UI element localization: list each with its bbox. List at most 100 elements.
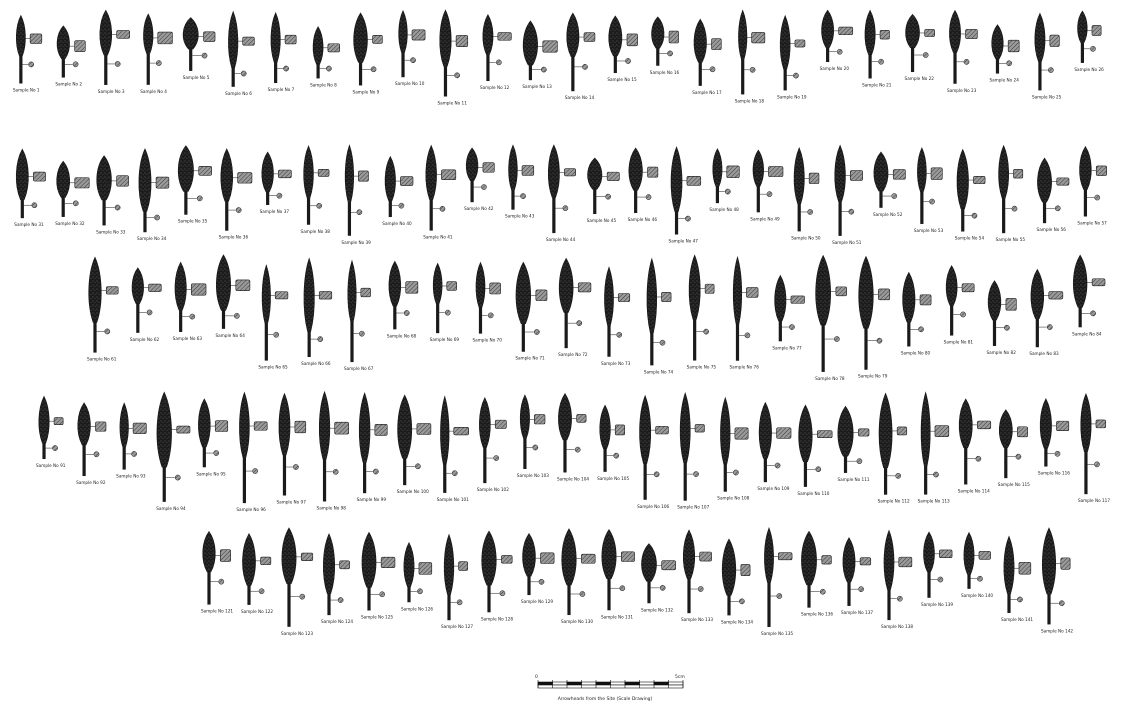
arrowhead-drawing: Sample No 128 — [481, 530, 513, 621]
artifact-label: Sample No 53 — [914, 228, 944, 233]
artifact-label: Sample No 104 — [557, 476, 589, 481]
arrowhead-drawing: Sample No 40 — [382, 155, 414, 226]
scale-end-label: 5cm — [675, 675, 685, 680]
arrowhead-drawing: Sample No 100 — [397, 394, 432, 494]
artifact-label: Sample No 96 — [236, 507, 266, 512]
artifact-label: Sample No 9 — [353, 89, 380, 94]
arrowhead-drawing: Sample No 77 — [772, 274, 805, 350]
artifact-label: Sample No 66 — [301, 361, 331, 366]
artifact-label: Sample No 114 — [958, 488, 990, 493]
artifact-label: Sample No 45 — [587, 218, 617, 223]
arrowhead-drawing: Sample No 10 — [395, 10, 426, 86]
artifact-label: Sample No 4 — [140, 89, 167, 94]
arrowhead-drawing: Sample No 140 — [961, 531, 993, 598]
artifact-label: Sample No 129 — [521, 599, 553, 604]
artifact-label: Sample No 17 — [692, 90, 722, 95]
arrowhead-drawing: Sample No 53 — [914, 147, 944, 233]
artifact-label: Sample No 19 — [777, 94, 807, 99]
arrowhead-drawing: Sample No 76 — [729, 255, 759, 370]
artifact-label: Sample No 68 — [387, 333, 417, 338]
artifact-label: Sample No 123 — [281, 631, 313, 636]
artifact-label: Sample No 41 — [423, 235, 453, 240]
artifact-label: Sample No 125 — [361, 615, 393, 620]
arrowhead-drawing: Sample No 41 — [423, 144, 457, 240]
arrowhead-drawing: Sample No 94 — [156, 391, 191, 511]
arrowhead-drawing: Sample No 121 — [201, 530, 233, 614]
artifact-label: Sample No 108 — [717, 496, 749, 501]
arrowhead-drawing: Sample No 91 — [36, 395, 66, 468]
arrowhead-drawing: Sample No 114 — [958, 398, 992, 493]
artifact-label: Sample No 98 — [317, 505, 347, 510]
arrowhead-drawing: Sample No 13 — [522, 20, 558, 89]
artifact-label: Sample No 95 — [196, 471, 226, 476]
artifact-label: Sample No 122 — [241, 609, 273, 614]
artifact-label: Sample No 13 — [522, 84, 552, 89]
artifact-label: Sample No 31 — [14, 222, 44, 227]
artifact-label: Sample No 39 — [341, 240, 371, 245]
arrowhead-drawing: Sample No 102 — [477, 397, 509, 492]
artifact-label: Sample No 83 — [1029, 351, 1059, 356]
artifact-label: Sample No 127 — [441, 624, 473, 629]
artifact-label: Sample No 135 — [761, 631, 793, 636]
arrowhead-drawing: Sample No 64 — [215, 254, 251, 338]
artifact-label: Sample No 15 — [607, 77, 637, 82]
arrowhead-drawing: Sample No 78 — [815, 254, 847, 381]
artifact-label: Sample No 35 — [178, 219, 208, 224]
artifact-label: Sample No 23 — [947, 88, 977, 93]
arrowhead-drawing: Sample No 4 — [140, 13, 173, 94]
arrowhead-drawing: Sample No 111 — [838, 405, 870, 482]
arrowhead-drawing: Sample No 56 — [1037, 157, 1070, 232]
arrowhead-drawing: Sample No 110 — [797, 404, 833, 496]
artifact-label: Sample No 100 — [397, 489, 429, 494]
artifact-label: Sample No 12 — [480, 85, 510, 90]
artifact-label: Sample No 80 — [901, 350, 931, 355]
arrowhead-drawing: Sample No 84 — [1072, 254, 1106, 336]
arrowhead-drawing: Sample No 132 — [641, 543, 676, 612]
artifact-label: Sample No 2 — [55, 82, 82, 87]
arrowhead-drawing: Sample No 12 — [480, 13, 512, 90]
arrowhead-drawing: Sample No 73 — [601, 266, 631, 366]
arrowhead-drawing: Sample No 57 — [1077, 145, 1107, 225]
artifact-label: Sample No 70 — [472, 338, 502, 343]
artifact-label: Sample No 7 — [268, 87, 295, 92]
artifact-label: Sample No 38 — [301, 229, 331, 234]
arrowhead-drawing: Sample No 123 — [281, 527, 313, 636]
arrowhead-drawing: Sample No 107 — [677, 391, 710, 510]
arrowhead-drawing: Sample No 133 — [681, 529, 713, 622]
artifact-label: Sample No 10 — [395, 81, 425, 86]
arrowhead-drawing: Sample No 135 — [761, 526, 793, 636]
artifact-label: Sample No 77 — [772, 345, 802, 350]
artifact-label: Sample No 91 — [36, 463, 66, 468]
arrowhead-drawing: Sample No 82 — [986, 280, 1017, 355]
artifact-label: Sample No 93 — [116, 474, 146, 479]
arrowhead-drawing: Sample No 125 — [361, 531, 396, 620]
artifact-label: Sample No 92 — [76, 480, 106, 485]
arrowhead-drawing: Sample No 113 — [918, 391, 950, 504]
arrowhead-drawing: Sample No 81 — [944, 265, 975, 345]
arrowhead-drawing: Sample No 14 — [565, 12, 596, 100]
arrowhead-drawing: Sample No 25 — [1032, 12, 1062, 99]
arrowhead-drawing: Sample No 126 — [401, 542, 433, 611]
arrowhead-drawing: Sample No 52 — [873, 151, 906, 217]
artifact-label: Sample No 82 — [986, 350, 1016, 355]
scale-bar — [537, 680, 684, 689]
arrowhead-drawing: Sample No 43 — [505, 144, 535, 219]
artifact-label: Sample No 121 — [201, 609, 233, 614]
arrowhead-drawing: Sample No 139 — [921, 531, 953, 607]
artifact-label: Sample No 111 — [838, 477, 870, 482]
artifact-label: Sample No 51 — [832, 240, 862, 245]
artifact-label: Sample No 21 — [862, 82, 892, 87]
arrowhead-drawing: Sample No 141 — [1001, 535, 1033, 622]
artifact-label: Sample No 55 — [996, 237, 1026, 242]
arrowhead-drawing: Sample No 72 — [558, 257, 592, 357]
arrowhead-drawing: Sample No 67 — [344, 259, 374, 371]
artifact-label: Sample No 46 — [628, 217, 658, 222]
arrowhead-drawing: Sample No 99 — [357, 392, 388, 502]
arrowhead-drawing: Sample No 7 — [268, 11, 297, 92]
artifact-label: Sample No 94 — [156, 506, 186, 511]
arrowhead-drawing: Sample No 68 — [387, 260, 419, 338]
artifact-label: Sample No 52 — [873, 212, 903, 217]
arrowhead-drawing: Sample No 21 — [862, 9, 892, 87]
arrowhead-drawing: Sample No 44 — [546, 144, 577, 242]
